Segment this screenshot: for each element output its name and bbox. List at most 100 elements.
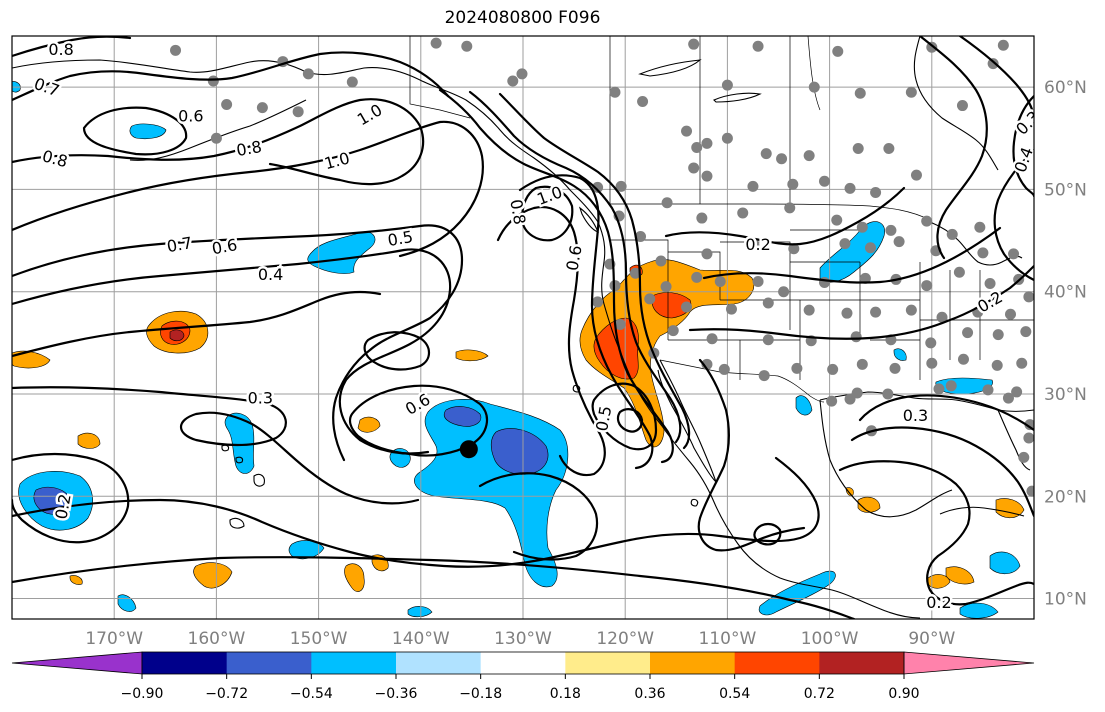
station-marker: [681, 125, 693, 137]
plot-area: 0.80.70.60.8 0.81.01.00.7 0.6 0.50.41.00.80…: [11, 35, 1035, 620]
contour-line: [12, 98, 425, 186]
longitude-tick-label: 110°W: [699, 629, 757, 649]
longitude-tick-label: 150°W: [290, 629, 348, 649]
station-marker: [667, 325, 679, 337]
contour-line: [1012, 94, 1034, 198]
contour-line: [616, 408, 644, 433]
station-marker: [956, 100, 968, 112]
station-marker: [660, 281, 672, 293]
colorbar-tick-label: −0.54: [290, 686, 333, 702]
contour-label: 0.8: [235, 137, 263, 160]
island-pacific-3: [690, 498, 699, 507]
station-marker: [831, 214, 843, 226]
station-marker: [856, 358, 868, 370]
station-marker: [655, 255, 667, 267]
contour-line: [12, 51, 450, 102]
contour-label: 0.2: [745, 235, 770, 254]
station-marker: [721, 132, 733, 144]
station-marker: [991, 359, 1003, 371]
station-marker: [302, 68, 314, 80]
station-marker: [609, 86, 621, 98]
station-marker: [701, 137, 713, 149]
station-marker: [1008, 248, 1020, 260]
station-marker: [1002, 392, 1014, 404]
station-marker: [839, 238, 851, 250]
contour-label: 0.4: [258, 265, 283, 284]
positive-region-western-us: [579, 259, 754, 448]
station-marker: [1023, 432, 1034, 444]
station-marker: [614, 318, 626, 330]
negative-region-caribbean-2: [959, 602, 999, 619]
station-marker: [844, 182, 856, 194]
station-markers: [170, 37, 1034, 497]
colorbar-bin: [650, 652, 736, 674]
station-marker: [461, 40, 473, 52]
coastline-bc: [597, 221, 921, 619]
negative-region-baja: [795, 395, 813, 416]
station-marker: [844, 393, 856, 405]
colorbar-tick-label: −0.90: [121, 686, 164, 702]
station-marker: [945, 380, 957, 392]
colorbar-frame: [141, 651, 905, 675]
station-marker: [827, 363, 839, 375]
station-marker: [997, 39, 1009, 51]
station-marker: [691, 141, 703, 153]
latitude-tick-label: 60°N: [1044, 78, 1087, 98]
contour-line: [363, 331, 431, 371]
station-marker: [870, 306, 882, 318]
station-marker: [1011, 386, 1023, 398]
colorbar-extend-high: [903, 651, 1035, 675]
station-marker: [661, 197, 673, 209]
latitude-tick-label: 30°N: [1044, 385, 1087, 405]
border-canada-provinces: [609, 36, 821, 204]
station-marker: [859, 272, 871, 284]
positive-region-mexico: [857, 496, 881, 513]
station-marker: [803, 304, 815, 316]
map-title: 2024080800 F096: [444, 8, 601, 28]
colorbar-tick-labels: −0.90 −0.72 −0.54 −0.36 −0.18 0.18 0.36 0.54 0.7…: [121, 674, 920, 702]
latitude-axis: 10°N 20°N 30°N 40°N 50°N 60°N: [1044, 78, 1087, 609]
colorbar-bin: [396, 652, 482, 674]
station-marker: [688, 38, 700, 50]
longitude-tick-label: 160°W: [188, 629, 246, 649]
contour-line: [993, 148, 1034, 282]
latitude-tick-label: 50°N: [1044, 180, 1087, 200]
colorbar-tick-label: 0.54: [719, 686, 750, 702]
contour-line: [438, 88, 674, 464]
colorbar-bin: [311, 652, 397, 674]
station-marker: [256, 102, 268, 114]
negative-region-hawaii: [224, 412, 255, 474]
contour-line: [918, 36, 988, 260]
station-marker: [925, 337, 937, 349]
latitude-tick-label: 40°N: [1044, 283, 1087, 303]
station-marker: [762, 297, 774, 309]
contour-line: [958, 36, 1034, 122]
station-marker: [921, 215, 933, 227]
station-marker: [974, 221, 986, 233]
station-marker: [905, 304, 917, 316]
coastline-cuba: [939, 506, 1025, 517]
station-marker: [883, 143, 895, 155]
station-marker: [832, 45, 844, 57]
positive-region-caribbean2: [945, 566, 975, 585]
station-marker: [714, 275, 726, 287]
station-marker: [870, 186, 882, 198]
plot-frame: [11, 35, 1035, 620]
station-marker: [953, 266, 965, 278]
station-marker: [748, 239, 760, 251]
colorbar-bin: [565, 652, 651, 674]
colorbar-tick-label: −0.36: [375, 686, 418, 702]
station-marker: [841, 307, 853, 319]
colorbar-extend-low: [11, 651, 143, 675]
contour-line: [12, 386, 420, 505]
border-us-mexico: [659, 359, 825, 403]
positive-region-sub2: [455, 349, 489, 362]
station-marker: [207, 75, 219, 87]
island-pacific-1: [229, 517, 245, 529]
station-marker: [1018, 451, 1030, 463]
station-marker: [725, 303, 737, 315]
positive-region-s4: [69, 575, 83, 585]
contour-line: [850, 426, 1034, 518]
station-marker: [787, 178, 799, 190]
station-marker: [852, 143, 864, 155]
